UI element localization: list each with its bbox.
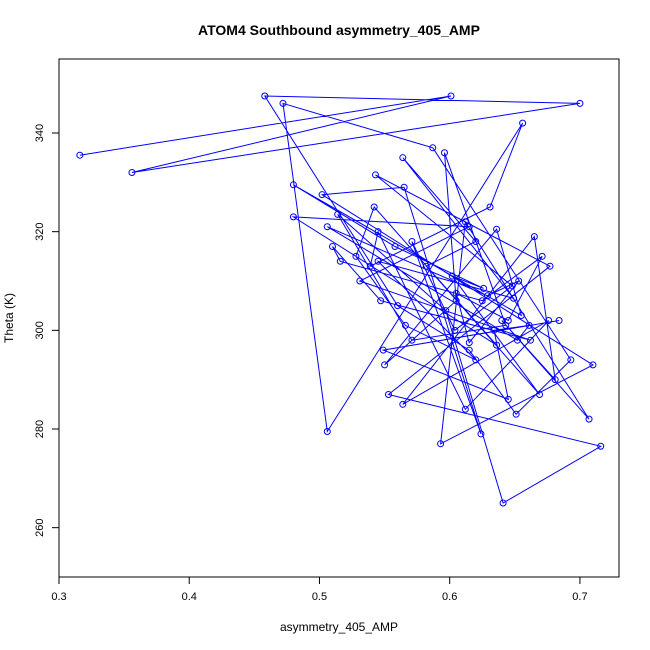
data-point bbox=[289, 181, 297, 189]
data-point bbox=[452, 297, 460, 305]
data-point bbox=[513, 336, 521, 344]
data-point bbox=[510, 294, 518, 302]
x-axis: 0.3 0.4 0.5 0.6 0.7 bbox=[51, 576, 588, 603]
y-axis: 260 280 300 320 340 bbox=[34, 124, 60, 537]
data-point bbox=[336, 257, 344, 265]
data-point bbox=[493, 341, 501, 349]
data-point bbox=[465, 223, 473, 231]
data-point bbox=[401, 321, 409, 329]
data-point bbox=[486, 203, 494, 211]
x-tick-label: 0.6 bbox=[442, 591, 457, 603]
data-point bbox=[477, 430, 485, 438]
series-layer bbox=[76, 92, 605, 507]
data-point bbox=[498, 316, 506, 324]
data-point bbox=[504, 395, 512, 403]
data-point bbox=[394, 302, 402, 310]
data-point bbox=[461, 218, 469, 226]
data-point bbox=[442, 307, 450, 315]
data-point bbox=[508, 282, 516, 290]
data-point bbox=[447, 92, 455, 100]
data-point bbox=[366, 262, 374, 270]
data-point bbox=[448, 272, 456, 280]
data-point bbox=[400, 183, 408, 191]
x-axis-label: asymmetry_405_AMP bbox=[280, 620, 398, 634]
data-point bbox=[585, 415, 593, 423]
data-point bbox=[478, 297, 486, 305]
data-point bbox=[530, 233, 538, 241]
data-point bbox=[318, 191, 326, 199]
chart-title: ATOM4 Southbound asymmetry_405_AMP bbox=[198, 22, 480, 38]
data-point bbox=[374, 228, 382, 236]
data-point bbox=[493, 225, 501, 233]
data-point bbox=[525, 321, 533, 329]
data-point bbox=[356, 277, 364, 285]
data-point bbox=[408, 336, 416, 344]
data-point bbox=[451, 326, 459, 334]
data-point bbox=[323, 427, 331, 435]
data-point bbox=[499, 499, 507, 507]
data-point bbox=[567, 356, 575, 364]
data-point bbox=[597, 442, 605, 450]
data-point bbox=[504, 316, 512, 324]
data-point bbox=[519, 119, 527, 127]
x-tick-label: 0.5 bbox=[312, 591, 327, 603]
x-tick-label: 0.7 bbox=[572, 591, 587, 603]
data-point bbox=[517, 312, 525, 320]
x-tick-label: 0.4 bbox=[182, 591, 197, 603]
data-point bbox=[480, 284, 488, 292]
data-point bbox=[289, 213, 297, 221]
data-point bbox=[461, 405, 469, 413]
data-point bbox=[538, 252, 546, 260]
data-point bbox=[128, 168, 136, 176]
data-point bbox=[399, 154, 407, 162]
data-point bbox=[472, 356, 480, 364]
data-point bbox=[490, 326, 498, 334]
y-tick-label: 320 bbox=[34, 222, 46, 240]
data-point bbox=[440, 149, 448, 157]
data-point bbox=[545, 316, 553, 324]
data-point bbox=[261, 92, 269, 100]
data-point bbox=[551, 376, 559, 384]
data-point bbox=[526, 336, 534, 344]
data-point bbox=[465, 346, 473, 354]
y-axis-label: Theta (K) bbox=[2, 293, 16, 343]
data-point bbox=[384, 390, 392, 398]
data-point bbox=[323, 223, 331, 231]
data-point bbox=[555, 316, 563, 324]
data-point bbox=[371, 171, 379, 179]
data-point bbox=[429, 144, 437, 152]
data-point bbox=[512, 410, 520, 418]
data-point bbox=[483, 292, 491, 300]
data-point bbox=[391, 242, 399, 250]
data-point bbox=[374, 257, 382, 265]
y-tick-label: 340 bbox=[34, 124, 46, 142]
data-point bbox=[399, 400, 407, 408]
y-tick-label: 300 bbox=[34, 321, 46, 339]
data-point bbox=[328, 242, 336, 250]
data-point bbox=[536, 390, 544, 398]
data-point bbox=[546, 262, 554, 270]
data-point bbox=[377, 297, 385, 305]
data-point bbox=[279, 99, 287, 107]
data-point bbox=[576, 99, 584, 107]
data-point bbox=[422, 262, 430, 270]
data-point bbox=[589, 361, 597, 369]
data-point bbox=[76, 151, 84, 159]
data-point bbox=[515, 277, 523, 285]
data-point bbox=[352, 252, 360, 260]
data-point bbox=[381, 361, 389, 369]
data-point bbox=[437, 440, 445, 448]
data-point bbox=[472, 238, 480, 246]
data-point bbox=[408, 238, 416, 246]
y-tick-label: 260 bbox=[34, 518, 46, 536]
data-point bbox=[370, 203, 378, 211]
data-point bbox=[452, 289, 460, 297]
data-point bbox=[334, 210, 342, 218]
x-tick-label: 0.3 bbox=[51, 591, 66, 603]
data-point bbox=[379, 346, 387, 354]
y-tick-label: 280 bbox=[34, 420, 46, 438]
data-point bbox=[465, 339, 473, 347]
